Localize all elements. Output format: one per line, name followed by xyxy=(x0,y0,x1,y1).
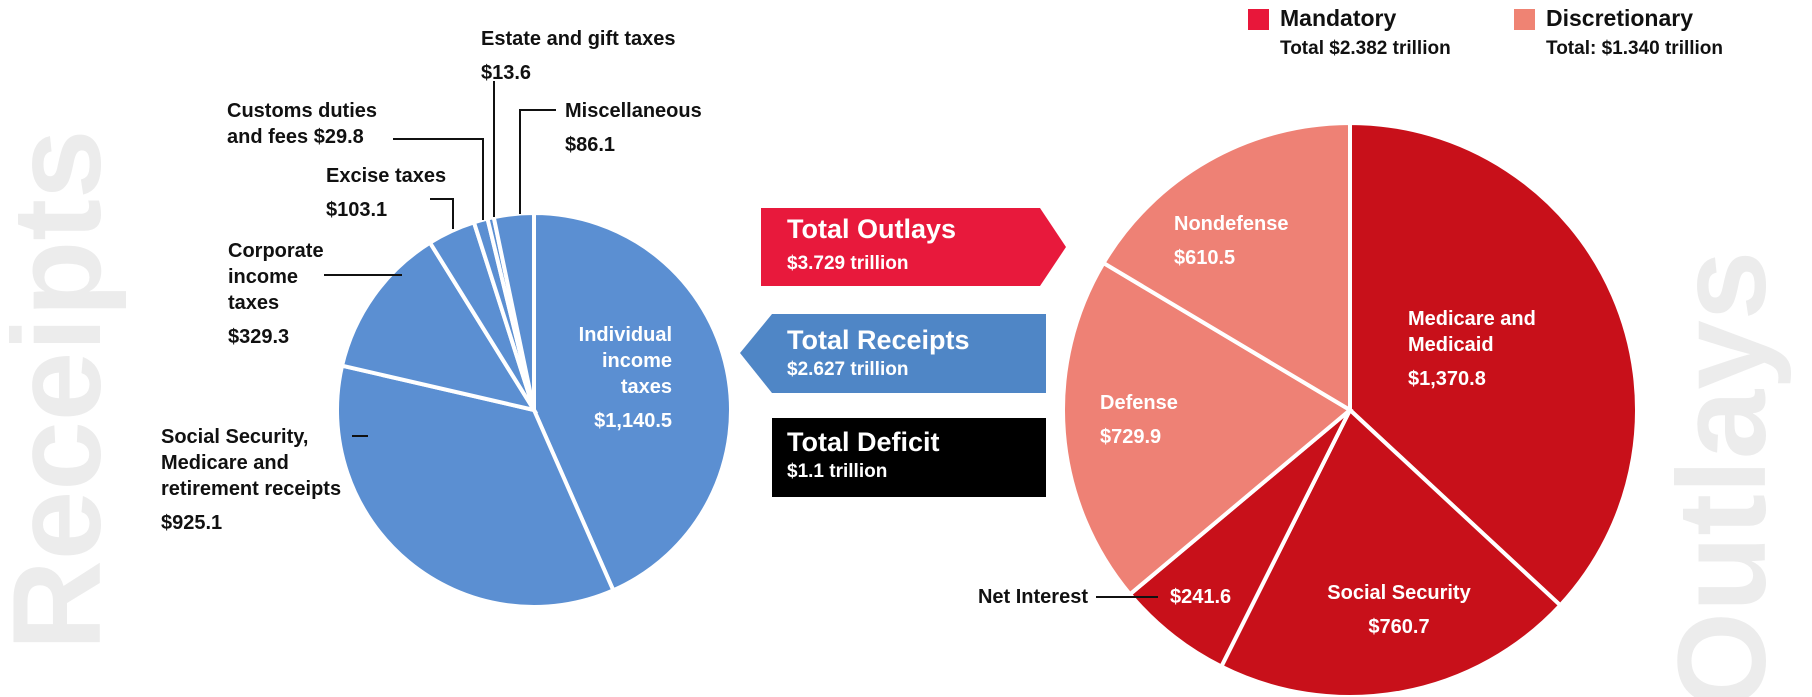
slice-label: Individual income taxes xyxy=(578,324,672,398)
legend-label: Mandatory xyxy=(1280,5,1397,31)
watermark: Receipts xyxy=(0,129,127,650)
slice-label: Medicare and Medicaid xyxy=(1408,308,1536,356)
pie-slice xyxy=(1100,120,1352,414)
slice-label-group: Individual income taxes $1,140.5 xyxy=(552,322,672,434)
slice-value: $760.7 xyxy=(1368,616,1430,638)
slice-label: Social Security, Medicare and retirement… xyxy=(161,426,342,500)
pie-slice xyxy=(491,210,536,411)
slice-value: $1,140.5 xyxy=(594,410,672,432)
slice-value: $103.1 xyxy=(326,199,388,221)
slice-label-group: Excise taxes $103.1 xyxy=(326,163,476,223)
slice-value: $86.1 xyxy=(565,134,616,156)
slice-value: $729.9 xyxy=(1100,426,1162,448)
slice-label: Defense xyxy=(1100,392,1178,414)
slice-label: Customs duties and fees xyxy=(227,100,378,148)
slice-label: Excise taxes xyxy=(326,165,447,187)
pie-slice xyxy=(335,363,616,609)
summary-title: Total Deficit xyxy=(787,427,940,457)
legend-note: Total $2.382 trillion xyxy=(1280,38,1451,59)
summary-box xyxy=(740,314,1046,393)
pie-slice xyxy=(1348,120,1639,609)
slice-label: Corporate income taxes xyxy=(228,240,324,314)
summary-value: $3.729 trillion xyxy=(787,253,908,274)
slice-label-group: Social Security $760.7 xyxy=(1289,580,1509,640)
slice-label-group: Miscellaneous $86.1 xyxy=(565,98,765,158)
slice-value: $1,370.8 xyxy=(1408,368,1486,390)
pie-slice xyxy=(339,239,539,414)
leader-lines xyxy=(324,81,1158,598)
slice-value: $329.3 xyxy=(228,326,290,348)
slice-value: $29.8 xyxy=(313,126,364,148)
slice-label: Net Interest xyxy=(977,586,1088,608)
summary-value: $2.627 trillion xyxy=(787,359,908,380)
slice-label: Nondefense xyxy=(1174,213,1289,235)
slice-label-group: Estate and gift taxes $13.6 xyxy=(481,26,741,86)
slice-value: $925.1 xyxy=(161,512,223,534)
slice-label: Miscellaneous xyxy=(565,100,702,122)
slice-label-group: Social Security, Medicare and retirement… xyxy=(161,424,376,536)
pie-slice xyxy=(532,210,733,593)
slice-value: $241.6 xyxy=(1170,586,1232,608)
slice-label-group: Nondefense $610.5 xyxy=(1174,211,1324,271)
slice-label-group: Medicare and Medicaid $1,370.8 xyxy=(1408,306,1588,392)
pie-slice xyxy=(1127,408,1352,670)
slice-label: Estate and gift taxes xyxy=(481,28,676,50)
slice-label-group: Defense $729.9 xyxy=(1100,390,1250,450)
summary-box xyxy=(761,208,1066,286)
slice-label-group: Corporate income taxes $329.3 xyxy=(228,238,338,350)
summary-value: $1.1 trillion xyxy=(787,461,887,482)
watermark: Outlays xyxy=(1653,251,1792,697)
legend-label: Discretionary xyxy=(1546,5,1693,31)
summary-title: Total Outlays xyxy=(787,214,956,244)
pie-slice xyxy=(1061,260,1354,598)
pie-slice xyxy=(1218,406,1564,697)
slice-label: Social Security xyxy=(1327,582,1471,604)
legend-note: Total: $1.340 trillion xyxy=(1546,38,1723,59)
pie xyxy=(1061,120,1639,697)
slice-value: $13.6 xyxy=(481,62,532,84)
summary-title: Total Receipts xyxy=(787,325,970,355)
slice-label-group: Customs duties and fees $29.8 xyxy=(227,98,387,150)
legend-swatch xyxy=(1514,9,1535,30)
legend-swatch xyxy=(1248,9,1269,30)
pie xyxy=(335,210,733,609)
slice-value: $610.5 xyxy=(1174,247,1236,269)
summary-box xyxy=(772,418,1046,497)
